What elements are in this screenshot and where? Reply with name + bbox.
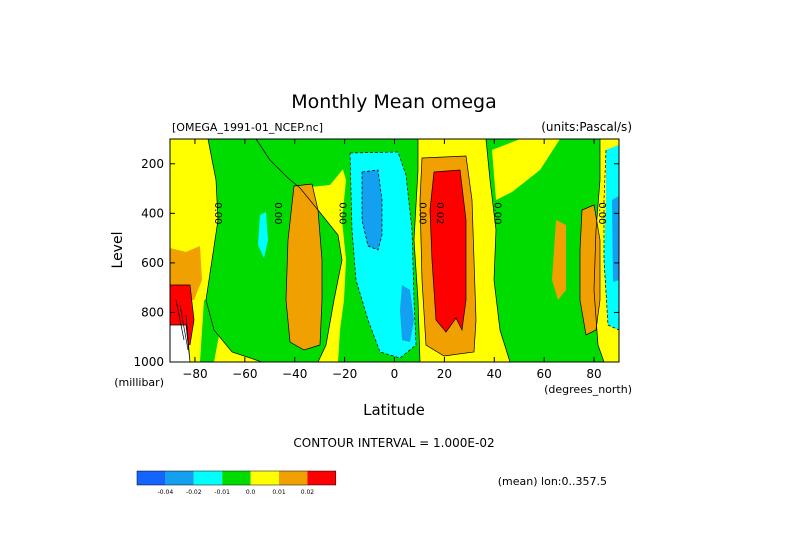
x-tick-label: −20 — [332, 367, 357, 381]
legend-label: 0.0 — [246, 489, 256, 496]
legend-label: 0.01 — [272, 489, 286, 496]
contour-label: 0.02 — [434, 202, 445, 224]
y-tick-label: 600 — [141, 256, 164, 270]
contour-line — [205, 138, 263, 363]
legend-swatch — [165, 471, 194, 485]
region-yellow-north-wedge — [492, 139, 560, 200]
legend-swatch — [307, 471, 336, 485]
x-tick-label: −40 — [282, 367, 307, 381]
contour-line-south-pole — [170, 284, 195, 363]
y-axis-label: Level — [110, 232, 126, 269]
contour-labels: 0.00 0.00 0.00 0.00 0.02 0.00 0.00 — [212, 202, 607, 224]
x-tick-label: 40 — [487, 367, 502, 381]
y-tick-label: 800 — [141, 305, 164, 319]
x-tick-label: 0 — [391, 367, 399, 381]
region-cyan-south-small — [258, 212, 268, 258]
x-axis: −80 −60 −40 −20 0 20 40 60 80 — [182, 139, 602, 381]
legend-label: 0.02 — [301, 489, 315, 496]
units-label: (units:Pascal/s) — [541, 120, 632, 134]
legend-swatch — [222, 471, 251, 485]
contour-line — [579, 204, 601, 336]
plot-area: 0.00 0.00 0.00 0.00 0.02 0.00 0.00 — [169, 138, 620, 363]
contour-label: 0.00 — [212, 202, 223, 224]
contour-line — [285, 183, 323, 351]
legend-label: -0.01 — [214, 489, 230, 496]
region-blue-equator-lower — [400, 285, 414, 342]
color-legend: -0.04 -0.02 -0.01 0.0 0.01 0.02 — [136, 470, 337, 496]
y-tick-label: 200 — [141, 157, 164, 171]
contour-line — [255, 138, 343, 363]
contour-line — [413, 139, 421, 363]
contour-label: 0.00 — [416, 202, 427, 224]
region-green-north — [486, 139, 604, 362]
y-axis-units: (millibar) — [114, 376, 164, 389]
contour-label: 0.00 — [596, 202, 607, 224]
y-axis: 200 400 600 800 1000 — [133, 157, 619, 369]
legend-swatch — [137, 471, 166, 485]
x-tick-label: −60 — [232, 367, 257, 381]
region-orange-south-mid — [552, 220, 566, 300]
legend-frame — [136, 470, 337, 486]
x-axis-label: Latitude — [363, 401, 425, 419]
legend-label: -0.02 — [186, 489, 202, 496]
legend-swatch — [193, 471, 223, 485]
mean-text: (mean) lon:0..357.5 — [498, 475, 607, 488]
y-tick-label: 1000 — [133, 355, 164, 369]
contour-line — [419, 155, 477, 357]
y-tick-label: 400 — [141, 206, 164, 220]
x-tick-label: −80 — [182, 367, 207, 381]
contour-line — [485, 138, 511, 363]
region-cyan-north-pole — [604, 145, 619, 330]
contour-label: 0.00 — [491, 202, 502, 224]
region-blue-equator-upper — [362, 170, 382, 250]
contour-line — [603, 149, 620, 331]
region-orange-south — [286, 184, 322, 350]
region-green-south-upper — [256, 139, 344, 188]
contour-line — [429, 169, 467, 333]
x-tick-label: 20 — [437, 367, 452, 381]
region-blue-north-pole — [612, 196, 619, 282]
contour-line — [593, 139, 605, 363]
legend-swatch — [250, 471, 279, 485]
region-red-north — [430, 170, 466, 332]
contour-label: 0.00 — [337, 202, 348, 224]
chart-title: Monthly Mean omega — [291, 91, 496, 113]
x-tick-label: 80 — [586, 367, 601, 381]
x-tick-label: 60 — [537, 367, 552, 381]
region-green-south-pole-low — [200, 298, 220, 362]
contour-line — [361, 169, 383, 251]
x-axis-units: (degrees_north) — [544, 383, 632, 396]
contour-label: 0.00 — [272, 202, 283, 224]
file-label: [OMEGA_1991-01_NCEP.nc] — [172, 121, 323, 134]
legend-swatch — [279, 471, 308, 485]
legend-label: -0.04 — [158, 489, 174, 496]
contour-interval-text: CONTOUR INTERVAL = 1.000E-02 — [293, 436, 494, 450]
